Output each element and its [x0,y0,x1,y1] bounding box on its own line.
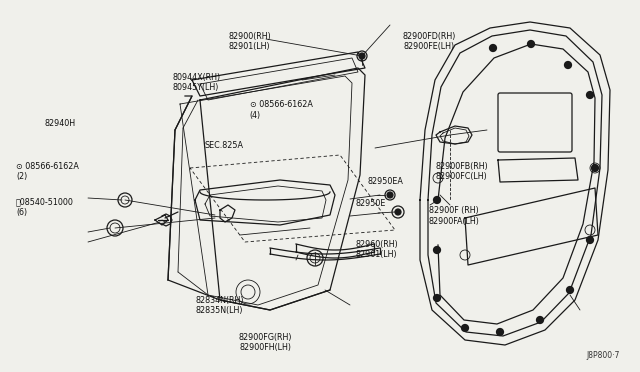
Text: J8P800·7: J8P800·7 [587,351,620,360]
Circle shape [433,295,440,301]
Text: 82950EA: 82950EA [368,177,404,186]
Text: 82900F (RH)
82900FA(LH): 82900F (RH) 82900FA(LH) [429,206,479,226]
Circle shape [359,53,365,59]
Circle shape [395,209,401,215]
Text: 82940H: 82940H [45,119,76,128]
Text: 82900FG(RH)
82900FH(LH): 82900FG(RH) 82900FH(LH) [239,333,292,352]
Text: 82960(RH)
82961(LH): 82960(RH) 82961(LH) [355,240,398,259]
Circle shape [564,61,572,68]
Circle shape [387,192,393,198]
Circle shape [527,41,534,48]
Text: ⊙ 08566-6162A
(4): ⊙ 08566-6162A (4) [250,100,312,120]
Text: ⊙ 08566-6162A
(2): ⊙ 08566-6162A (2) [16,162,79,181]
Circle shape [586,237,593,244]
Text: 82950E: 82950E [355,199,385,208]
Circle shape [536,317,543,324]
Text: 80944X(RH)
80945Y(LH): 80944X(RH) 80945Y(LH) [173,73,221,92]
Circle shape [490,45,497,51]
Circle shape [586,92,593,99]
Circle shape [591,164,598,171]
Circle shape [433,247,440,253]
Text: 82900(RH)
82901(LH): 82900(RH) 82901(LH) [228,32,271,51]
Circle shape [433,196,440,203]
Circle shape [397,211,399,213]
Circle shape [497,328,504,336]
Text: SEC.825A: SEC.825A [205,141,244,150]
Text: 82834N(RH)
82835N(LH): 82834N(RH) 82835N(LH) [195,296,244,315]
Circle shape [566,286,573,294]
Text: 82900FB(RH)
82900FC(LH): 82900FB(RH) 82900FC(LH) [435,162,488,181]
Text: 08540-51000
(6): 08540-51000 (6) [16,197,74,217]
Circle shape [461,324,468,331]
Text: 82900FD(RH)
82900FE(LH): 82900FD(RH) 82900FE(LH) [402,32,456,51]
